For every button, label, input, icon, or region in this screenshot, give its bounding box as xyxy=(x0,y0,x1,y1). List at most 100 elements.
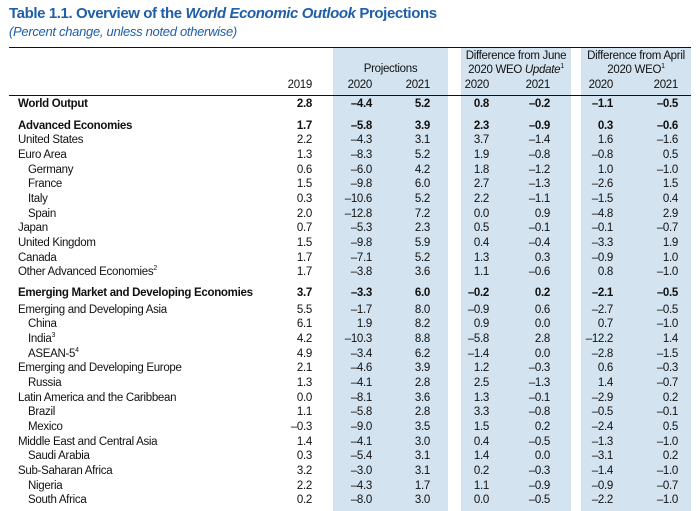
year-header: 2021 xyxy=(653,79,679,91)
table-row: Russia 1.3 –4.1 2.8 2.5 –1.3 1.4 –0.7 xyxy=(0,376,700,390)
header-april-line2: 2020 WEO1 xyxy=(581,63,691,77)
april-shade xyxy=(581,48,691,511)
cell-value: 0.4 xyxy=(662,193,678,205)
cell-value: 3.0 xyxy=(414,494,430,506)
cell-value: 0.0 xyxy=(534,450,550,462)
cell-value: –0.4 xyxy=(528,237,550,249)
cell-value: 0.5 xyxy=(662,149,678,161)
cell-value: 4.9 xyxy=(296,348,312,360)
cell-value: 0.2 xyxy=(662,392,678,404)
cell-value: –5.4 xyxy=(350,450,372,462)
cell-value: –0.3 xyxy=(528,465,550,477)
cell-value: –1.4 xyxy=(528,134,550,146)
table-title: Table 1.1. Overview of the World Economi… xyxy=(9,5,437,22)
cell-value: –1.4 xyxy=(467,348,489,360)
row-label: Italy xyxy=(28,193,48,205)
cell-value: –2.2 xyxy=(591,494,613,506)
cell-value: 1.5 xyxy=(473,421,489,433)
cell-value: 0.2 xyxy=(534,287,550,299)
cell-value: 0.9 xyxy=(534,208,550,220)
cell-value: 1.0 xyxy=(662,252,678,264)
cell-value: 2.3 xyxy=(414,222,430,234)
row-label: South Africa xyxy=(28,494,87,506)
cell-value: 2.8 xyxy=(414,406,430,418)
table-row: Saudi Arabia 0.3 –5.4 3.1 1.4 0.0 –3.1 0.2 xyxy=(0,449,700,463)
table-row: Euro Area 1.3 –8.3 5.2 1.9 –0.8 –0.8 0.5 xyxy=(0,148,700,162)
cell-value: 5.9 xyxy=(414,237,430,249)
cell-value: –0.1 xyxy=(528,392,550,404)
row-label: Japan xyxy=(18,222,48,234)
cell-value: 1.4 xyxy=(473,450,489,462)
cell-value: 5.2 xyxy=(414,193,430,205)
table-row: Nigeria 2.2 –4.3 1.7 1.1 –0.9 –0.9 –0.7 xyxy=(0,479,700,493)
cell-value: –0.9 xyxy=(591,252,613,264)
cell-value: 1.7 xyxy=(296,266,312,278)
row-label: Other Advanced Economies2 xyxy=(18,265,157,278)
cell-value: 6.1 xyxy=(296,318,312,330)
cell-value: –2.8 xyxy=(591,348,613,360)
cell-value: 2.9 xyxy=(662,208,678,220)
row-label: Russia xyxy=(28,377,62,389)
cell-value: 0.0 xyxy=(473,208,489,220)
cell-value: –0.3 xyxy=(656,362,678,374)
cell-value: –5.8 xyxy=(350,120,372,132)
cell-value: –2.7 xyxy=(591,304,613,316)
cell-value: 0.2 xyxy=(534,421,550,433)
row-label: Middle East and Central Asia xyxy=(18,436,158,448)
row-label: Emerging and Developing Asia xyxy=(18,304,167,316)
cell-value: 1.7 xyxy=(414,480,430,492)
cell-value: –0.8 xyxy=(591,149,613,161)
cell-value: 1.9 xyxy=(356,318,372,330)
table-subtitle: (Percent change, unless noted otherwise) xyxy=(9,24,237,39)
cell-value: –1.5 xyxy=(591,193,613,205)
cell-value: –0.7 xyxy=(656,480,678,492)
cell-value: –2.6 xyxy=(591,178,613,190)
cell-value: –5.8 xyxy=(350,406,372,418)
cell-value: 1.3 xyxy=(473,252,489,264)
table-row: South Africa 0.2 –8.0 3.0 0.0 –0.5 –2.2 –1.0 xyxy=(0,493,700,507)
cell-value: 0.6 xyxy=(534,304,550,316)
cell-value: 2.8 xyxy=(414,377,430,389)
cell-value: –0.2 xyxy=(467,287,489,299)
cell-value: 0.3 xyxy=(597,120,613,132)
row-label: Saudi Arabia xyxy=(28,450,90,462)
cell-value: 0.3 xyxy=(534,252,550,264)
cell-value: –0.5 xyxy=(528,494,550,506)
cell-value: –1.0 xyxy=(656,266,678,278)
year-header: 2020 xyxy=(347,79,373,91)
footnote-ref: 4 xyxy=(75,347,79,355)
title-suffix: Projections xyxy=(355,5,437,22)
cell-value: –1.0 xyxy=(656,164,678,176)
cell-value: –3.4 xyxy=(350,348,372,360)
cell-value: 4.2 xyxy=(296,333,312,345)
cell-value: –10.6 xyxy=(344,193,373,205)
cell-value: 6.2 xyxy=(414,348,430,360)
cell-value: 2.7 xyxy=(473,178,489,190)
cell-value: 3.9 xyxy=(414,120,430,132)
year-header: 2021 xyxy=(405,79,431,91)
cell-value: 0.0 xyxy=(473,494,489,506)
cell-value: 0.3 xyxy=(296,193,312,205)
row-label: Nigeria xyxy=(28,480,63,492)
cell-value: –2.9 xyxy=(591,392,613,404)
cell-value: –3.1 xyxy=(591,450,613,462)
table-row: Germany 0.6 –6.0 4.2 1.8 –1.2 1.0 –1.0 xyxy=(0,163,700,177)
cell-value: 1.8 xyxy=(473,164,489,176)
title-italic: World Economic Outlook xyxy=(185,5,357,22)
cell-value: –1.3 xyxy=(591,436,613,448)
cell-value: –1.7 xyxy=(350,304,372,316)
cell-value: 0.0 xyxy=(534,348,550,360)
cell-value: –0.2 xyxy=(528,98,550,110)
row-label: United States xyxy=(18,134,84,146)
table-row: Emerging and Developing Europe 2.1 –4.6 3.9… xyxy=(0,361,700,375)
cell-value: 5.2 xyxy=(414,149,430,161)
cell-value: –12.2 xyxy=(585,333,614,345)
row-label: Latin America and the Caribbean xyxy=(18,392,177,404)
row-label: Brazil xyxy=(28,406,55,418)
cell-value: 1.5 xyxy=(296,237,312,249)
cell-value: 3.9 xyxy=(414,362,430,374)
table-row: China 6.1 1.9 8.2 0.9 0.0 0.7 –1.0 xyxy=(0,317,700,331)
cell-value: 1.6 xyxy=(597,134,613,146)
cell-value: –0.6 xyxy=(528,266,550,278)
cell-value: –0.6 xyxy=(656,120,678,132)
